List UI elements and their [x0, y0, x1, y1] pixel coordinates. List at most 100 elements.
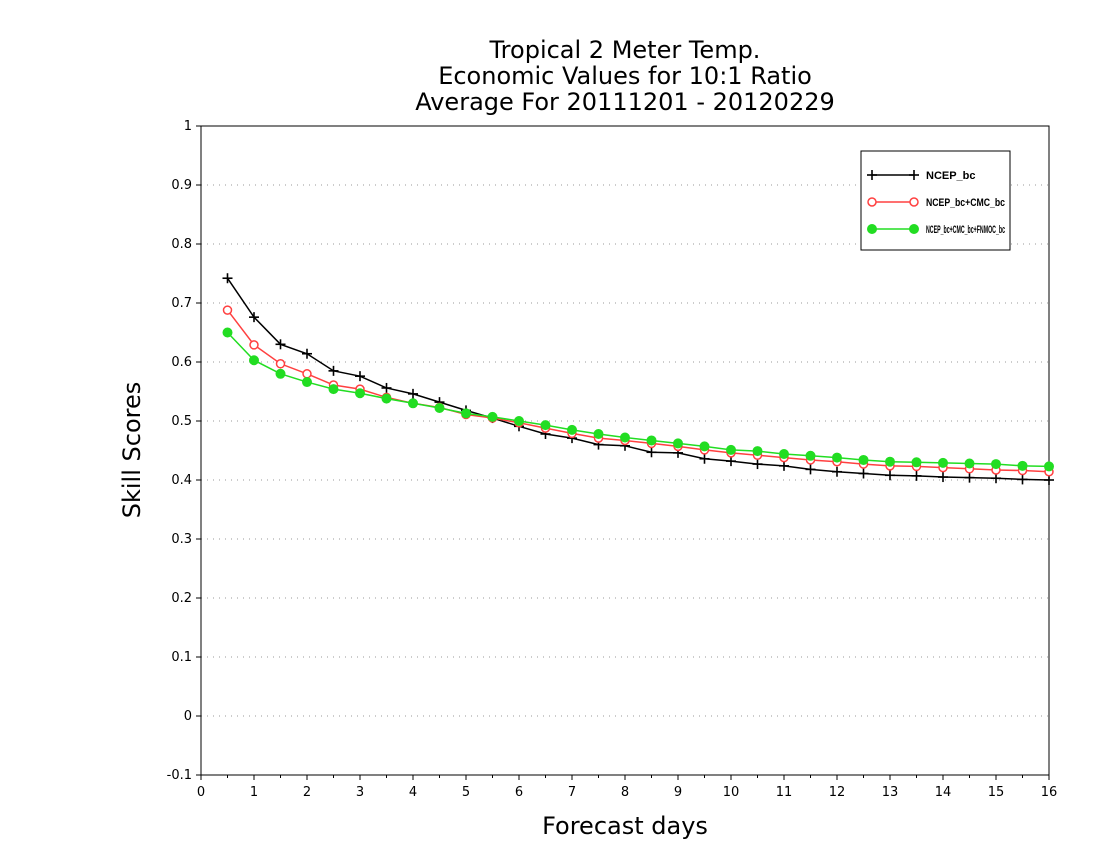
data-point — [1044, 461, 1054, 472]
data-point — [911, 457, 922, 468]
data-point — [249, 312, 259, 323]
y-tick-label: 0.6 — [171, 355, 192, 370]
data-point — [328, 384, 339, 395]
data-point — [275, 368, 286, 379]
data-point — [328, 365, 339, 376]
x-tick-label: 13 — [882, 785, 899, 800]
data-point — [911, 470, 922, 481]
x-tick-label: 15 — [988, 785, 1005, 800]
data-point — [1017, 460, 1028, 471]
title-line-3: Average For 20111201 - 20120229 — [415, 88, 835, 116]
data-point — [1017, 474, 1028, 485]
data-point — [805, 450, 816, 461]
data-point — [858, 468, 869, 479]
y-axis: -0.1 0 0.1 0.2 0.3 0.4 0.5 0.6 0.7 0.8 0.9 1 — [167, 119, 201, 783]
series-line — [226, 331, 1050, 468]
data-point — [938, 457, 948, 468]
legend-marker-right — [909, 197, 919, 207]
y-tick-label: 0.4 — [171, 473, 192, 488]
data-point — [779, 449, 789, 460]
data-point — [779, 460, 789, 471]
data-point — [302, 348, 312, 359]
x-tick-label: 3 — [356, 785, 364, 800]
legend-box — [860, 150, 1011, 251]
data-point — [540, 420, 551, 431]
x-tick-label: 10 — [723, 785, 740, 800]
series-3 — [222, 327, 1054, 472]
data-point — [832, 466, 842, 477]
legend-marker-left — [867, 170, 877, 180]
x-axis: 0 1 2 3 4 5 6 7 8 9 10 11 12 13 14 15 16 — [197, 775, 1057, 800]
series-line — [226, 309, 1050, 473]
legend-label: NCEP_bc+CMC_bc+FNMOC_bc — [926, 224, 1005, 236]
x-tick-label: 12 — [829, 785, 846, 800]
data-point — [1044, 475, 1054, 485]
x-tick-label: 5 — [462, 785, 470, 800]
data-point — [964, 458, 975, 469]
data-point — [249, 340, 259, 350]
data-point — [222, 327, 233, 338]
data-point — [514, 416, 524, 426]
data-point — [646, 447, 657, 458]
data-point — [249, 355, 259, 366]
x-tick-label: 11 — [776, 785, 793, 800]
data-point — [222, 273, 233, 284]
title-line-1: Tropical 2 Meter Temp. — [489, 36, 761, 64]
x-tick-label: 0 — [197, 785, 205, 800]
legend-marker-right — [909, 224, 919, 234]
y-tick-label: 0.7 — [171, 296, 192, 311]
data-point — [302, 377, 312, 388]
data-point — [355, 371, 365, 382]
y-tick-label: 0.8 — [171, 237, 192, 252]
data-point — [699, 453, 710, 464]
data-point — [726, 456, 736, 467]
y-axis-title: Skill Scores — [118, 382, 146, 519]
data-point — [991, 473, 1001, 484]
data-point — [938, 472, 948, 483]
x-tick-label: 4 — [409, 785, 417, 800]
data-point — [408, 398, 418, 409]
data-point — [752, 459, 763, 470]
data-point — [381, 393, 392, 404]
data-point — [222, 305, 233, 315]
legend-marker-right — [909, 170, 919, 180]
y-tick-label: -0.1 — [167, 768, 192, 783]
x-tick-label: 8 — [621, 785, 629, 800]
y-tick-label: 0.2 — [171, 591, 192, 606]
data-point — [487, 411, 498, 422]
y-tick-label: 0.3 — [171, 532, 192, 547]
data-point — [355, 388, 365, 399]
data-point — [805, 464, 816, 475]
data-point — [646, 435, 657, 446]
data-point — [302, 369, 312, 379]
x-tick-label: 6 — [515, 785, 523, 800]
title-line-2: Economic Values for 10:1 Ratio — [438, 62, 812, 90]
x-tick-label: 1 — [250, 785, 258, 800]
legend-label: NCEP_bc+CMC_bc — [926, 197, 1005, 209]
data-point — [726, 444, 736, 455]
legend-entry-1: NCEP_bc — [867, 170, 976, 182]
legend-label: NCEP_bc — [926, 170, 976, 182]
x-tick-label: 2 — [303, 785, 311, 800]
series-layer — [222, 273, 1054, 485]
data-point — [567, 424, 577, 435]
data-point — [620, 432, 630, 443]
data-point — [885, 456, 895, 467]
x-tick-label: 9 — [674, 785, 682, 800]
legend: NCEP_bc NCEP_bc+CMC_bc NCEP_bc+CMC_bc+FNMO… — [860, 150, 1011, 251]
data-point — [832, 452, 842, 463]
y-tick-label: 0 — [184, 709, 192, 724]
legend-entry-2: NCEP_bc+CMC_bc — [867, 197, 1005, 209]
data-point — [593, 428, 604, 439]
x-tick-label: 7 — [568, 785, 576, 800]
legend-entry-3: NCEP_bc+CMC_bc+FNMOC_bc — [867, 224, 1005, 236]
series-line — [226, 277, 1050, 481]
data-point — [461, 408, 471, 419]
legend-marker-left — [867, 197, 877, 207]
y-tick-label: 0.5 — [171, 414, 192, 429]
series-1 — [222, 273, 1054, 485]
data-point — [752, 446, 763, 457]
x-axis-title: Forecast days — [542, 812, 708, 840]
